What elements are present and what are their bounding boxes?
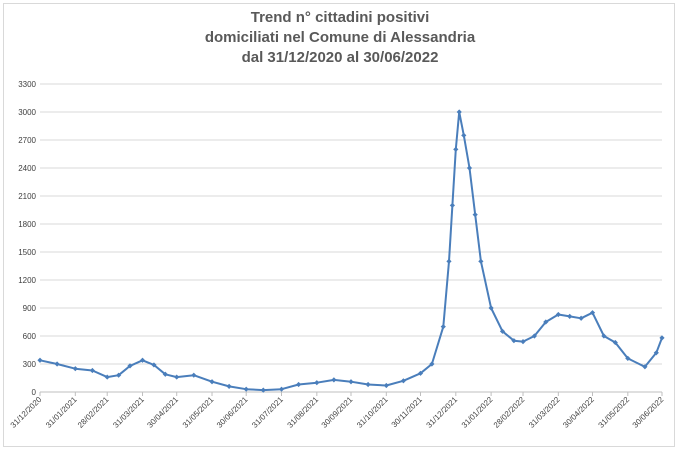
y-axis-ticks: 0 300 600 900 1200 1500 1800 2100 2400 2700 3000 33… [18,80,36,397]
data-point [260,387,266,393]
x-tick-label: 28/02/2022 [492,395,527,430]
data-point [174,374,180,380]
data-point [601,333,607,339]
data-point [466,165,473,171]
data-point [511,338,517,344]
data-point [543,319,549,325]
series-line [39,111,663,392]
y-tick-label: 1200 [18,276,36,285]
data-point [461,132,467,138]
x-tick-label: 31/03/2022 [527,395,562,430]
x-tick-label: 31/05/2022 [597,395,632,430]
x-tick-label: 30/09/2021 [320,395,355,430]
data-point [478,258,484,264]
data-point [659,335,665,341]
data-point [151,362,157,368]
data-point [278,386,285,392]
data-point [162,371,168,377]
data-point [625,355,631,361]
y-tick-label: 0 [32,388,37,397]
data-point [653,350,659,356]
data-point [446,258,452,264]
data-point [400,378,407,384]
y-tick-label: 300 [23,360,37,369]
x-tick-label: 31/12/2020 [9,395,44,430]
data-point [331,377,337,383]
y-tick-label: 2700 [18,136,36,145]
y-tick-label: 3300 [18,80,36,89]
data-point [116,372,122,378]
data-point [429,361,435,367]
chart-title-line-2: domiciliati nel Comune di Alessandria [204,29,476,46]
data-point [54,361,60,367]
x-tick-label: 31/01/2022 [460,395,495,430]
data-point [72,366,78,372]
x-tick-label: 31/08/2021 [286,395,321,430]
data-point [520,339,526,345]
data-point [499,328,506,334]
data-point [449,202,455,208]
data-point [37,357,43,363]
data-point [472,212,478,218]
data-point [555,311,561,318]
x-tick-label: 31/07/2021 [250,395,285,430]
y-tick-label: 2400 [18,164,36,173]
data-point [226,383,232,389]
x-tick-label: 31/10/2021 [355,395,390,430]
data-point [209,379,215,385]
data-point [383,382,389,389]
y-tick-label: 3000 [18,108,36,117]
data-point [243,386,249,392]
data-point [348,379,354,385]
x-tick-label: 31/01/2021 [44,395,79,430]
x-tick-label: 30/04/2021 [145,395,180,430]
data-point [567,313,573,319]
x-tick-label: 31/12/2021 [425,395,460,430]
y-tick-label: 1500 [18,248,36,257]
data-point [365,381,371,388]
series-layer [37,109,665,393]
data-point [589,310,596,316]
data-point [488,305,494,311]
data-point [642,364,648,370]
gridlines [40,83,662,393]
data-point [531,333,538,339]
data-point [314,380,320,386]
x-tick-label: 30/06/2021 [215,395,250,430]
data-point [453,146,459,152]
data-point [139,357,146,363]
data-point [417,370,424,376]
y-tick-label: 900 [23,304,37,313]
x-tick-label: 28/02/2021 [76,395,111,430]
chart-title: Trend n° cittadini positivi domiciliati … [0,8,680,68]
data-point [612,339,618,346]
data-point [104,374,110,380]
data-point [578,315,584,321]
data-point [127,363,133,369]
chart-frame [3,3,675,447]
data-point [440,324,446,330]
y-tick-label: 600 [23,332,37,341]
data-point [295,381,302,388]
data-point [456,109,462,115]
x-tick-label: 30/06/2022 [631,395,666,430]
x-tick-label: 31/05/2021 [181,395,216,430]
data-point [191,372,197,378]
x-tick-label: 31/03/2021 [111,395,146,430]
y-tick-label: 2100 [18,192,36,201]
x-tick-label: 30/04/2022 [561,395,596,430]
chart-title-line-3: dal 31/12/2020 al 30/06/2022 [241,49,439,66]
chart-title-line-1: Trend n° cittadini positivi [250,9,430,26]
x-tick-label: 30/11/2021 [390,395,425,430]
y-tick-label: 1800 [18,220,36,229]
data-point [89,367,96,374]
